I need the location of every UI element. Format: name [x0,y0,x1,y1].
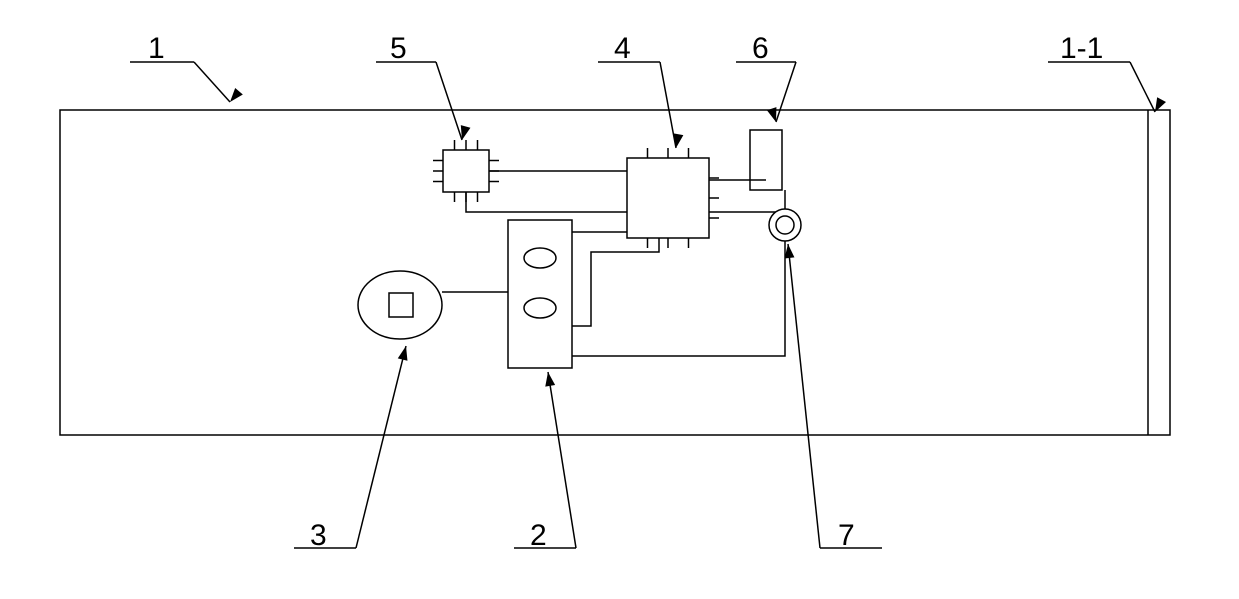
relay-2 [508,220,572,368]
coin-3-hole [389,293,413,317]
callout-label-5: 5 [390,32,407,65]
sensor-7-inner [776,216,794,234]
callout-label-7: 7 [838,519,855,552]
chip-4 [627,158,709,238]
chip-5 [443,150,489,192]
callout-label-6: 6 [752,32,769,65]
relay-2-contact [524,298,556,318]
callout-label-1: 1 [148,32,165,65]
module-6 [750,130,782,190]
callout-label-3: 3 [310,519,327,552]
enclosure-rect [60,110,1170,435]
arrowhead [230,88,243,102]
callout-leader [1130,62,1155,112]
relay-2-contact [524,248,556,268]
callout-label-1-1: 1-1 [1060,32,1103,65]
callout-label-4: 4 [614,32,631,65]
callout-leader [194,62,230,102]
callout-label-2: 2 [530,519,547,552]
